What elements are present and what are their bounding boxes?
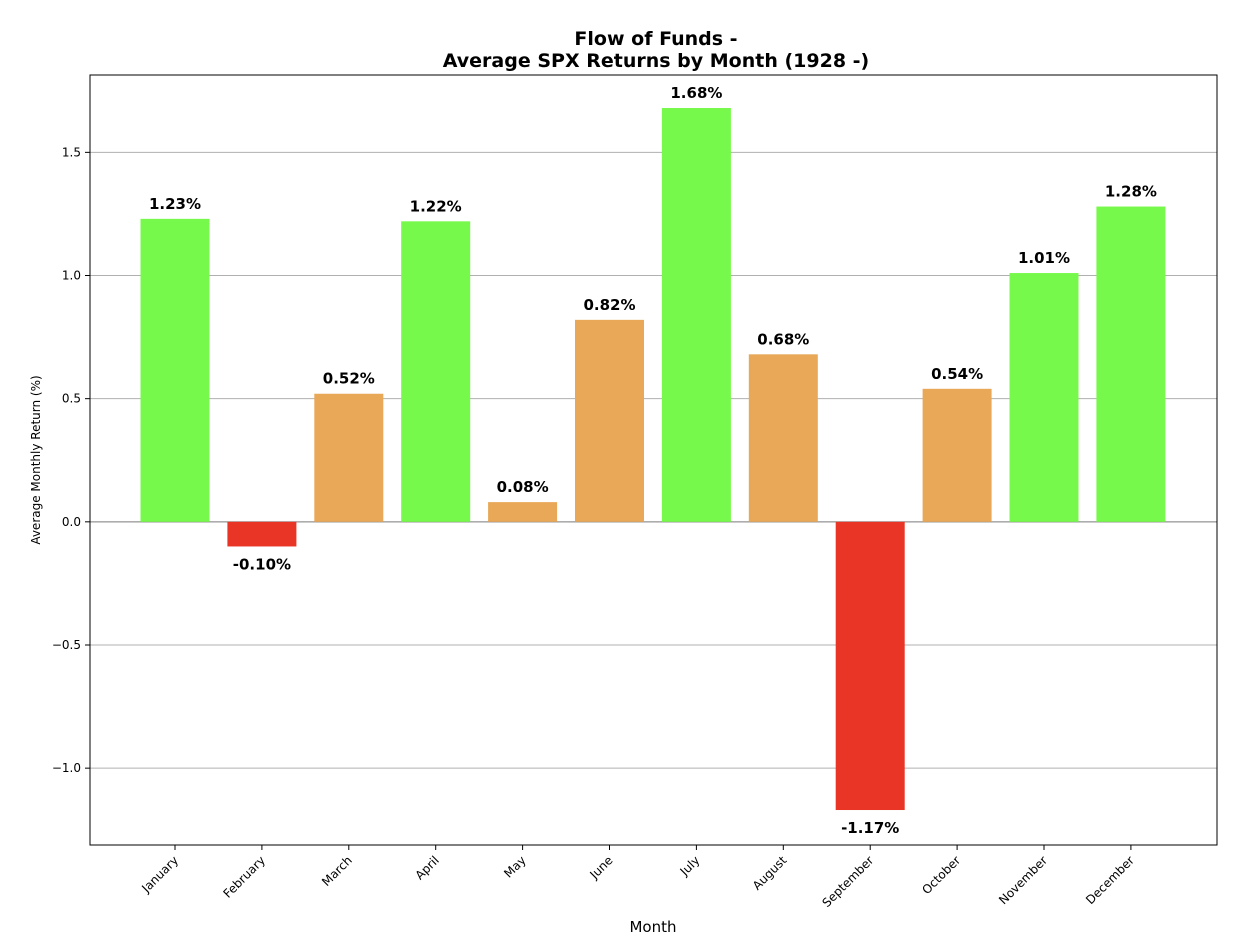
bar-december xyxy=(1096,206,1166,522)
bar-august xyxy=(748,354,818,522)
bar-july xyxy=(661,108,731,522)
data-label-june: 0.82% xyxy=(583,296,635,314)
bar-june xyxy=(575,319,644,522)
data-label-august: 0.68% xyxy=(757,330,809,348)
data-label-january: 1.23% xyxy=(149,195,201,213)
plot-frame xyxy=(89,74,1218,846)
y-tick-label: 1.5 xyxy=(62,145,81,159)
bar-march xyxy=(314,393,384,522)
data-label-april: 1.22% xyxy=(410,197,462,215)
data-labels: 1.23% -0.10% 0.52% 1.22% 0.08% 0.82% 1.68% 0.68… xyxy=(149,84,1157,837)
data-label-november: 1.01% xyxy=(1018,249,1070,267)
y-axis-label: Average Monthly Return (%) xyxy=(29,375,43,544)
bar-february xyxy=(227,521,297,547)
y-tick-label: −0.5 xyxy=(52,638,81,652)
y-tick-label: 1.0 xyxy=(62,269,81,283)
bars xyxy=(140,108,1166,811)
bar-april xyxy=(401,221,471,522)
y-tick-label: 0.0 xyxy=(62,515,81,529)
chart-title-line-2: Average SPX Returns by Month (1928 -) xyxy=(443,50,869,72)
data-label-december: 1.28% xyxy=(1105,183,1157,201)
y-tick-label: 0.5 xyxy=(62,392,81,406)
data-label-october: 0.54% xyxy=(931,365,983,383)
data-label-may: 0.08% xyxy=(497,478,549,496)
bar-may xyxy=(488,502,558,522)
data-label-march: 0.52% xyxy=(323,370,375,388)
data-label-september: -1.17% xyxy=(841,819,899,837)
y-tick-label: −1.0 xyxy=(52,761,81,775)
y-axis-ticks: −1.0 −0.5 0.0 0.5 1.0 1.5 xyxy=(52,145,90,775)
bar-january xyxy=(140,218,210,522)
bar-september xyxy=(835,521,905,811)
x-axis-label: Month xyxy=(629,918,676,936)
bar-november xyxy=(1009,273,1079,522)
data-label-february: -0.10% xyxy=(233,555,291,573)
data-label-july: 1.68% xyxy=(670,84,722,102)
chart-title-line-1: Flow of Funds - xyxy=(574,28,737,50)
bar-october xyxy=(922,388,992,522)
